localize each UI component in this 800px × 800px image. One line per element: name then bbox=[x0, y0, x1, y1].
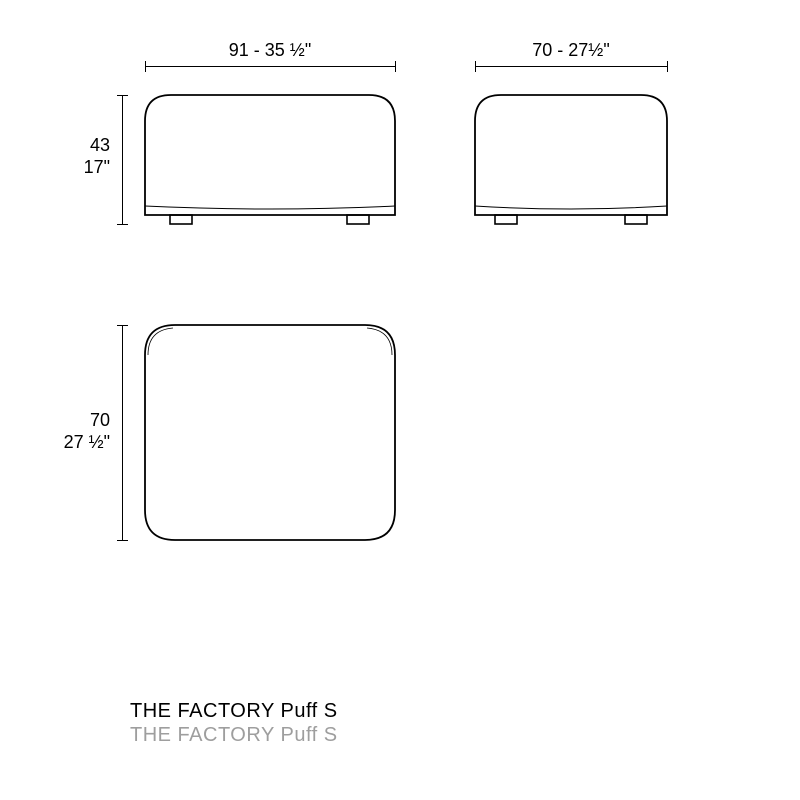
side-width-tick-l bbox=[475, 61, 476, 72]
front-view-svg bbox=[140, 90, 402, 230]
side-width-tick-r bbox=[667, 61, 668, 72]
front-height-in: 17" bbox=[84, 157, 110, 177]
top-depth-in: 27 ½" bbox=[64, 432, 110, 452]
top-view-svg bbox=[140, 320, 402, 546]
front-width-line bbox=[145, 66, 395, 67]
front-height-tick-t bbox=[117, 95, 128, 96]
front-width-label: 91 - 35 ½" bbox=[145, 40, 395, 62]
top-depth-cm: 70 bbox=[90, 410, 110, 430]
top-depth-tick-t bbox=[117, 325, 128, 326]
front-height-cm: 43 bbox=[90, 135, 110, 155]
side-width-line bbox=[475, 66, 667, 67]
side-width-label: 70 - 27½" bbox=[475, 40, 667, 62]
top-depth-label: 70 27 ½" bbox=[0, 410, 110, 453]
side-view-svg bbox=[470, 90, 674, 230]
diagram-canvas: 91 - 35 ½" 43 17" 70 - 27½" 70 27 ½" bbox=[0, 0, 800, 800]
product-title: THE FACTORY Puff S bbox=[130, 700, 338, 723]
front-width-tick-r bbox=[395, 61, 396, 72]
front-height-tick-b bbox=[117, 224, 128, 225]
product-subtitle: THE FACTORY Puff S bbox=[130, 724, 338, 747]
front-width-tick-l bbox=[145, 61, 146, 72]
front-height-label: 43 17" bbox=[0, 135, 110, 178]
top-depth-line bbox=[122, 325, 123, 540]
front-height-line bbox=[122, 95, 123, 224]
top-depth-tick-b bbox=[117, 540, 128, 541]
